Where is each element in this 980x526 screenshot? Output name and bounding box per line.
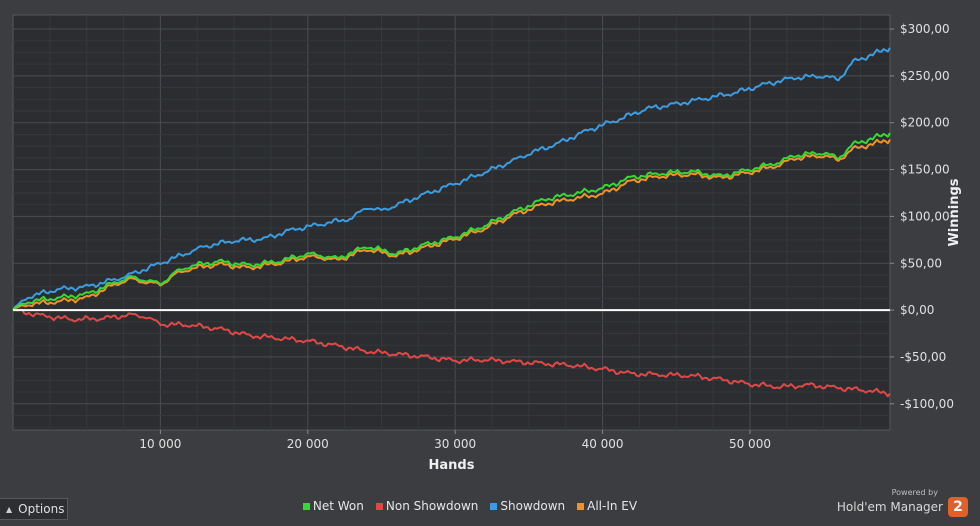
x-tick-label: 10 000 bbox=[139, 437, 181, 451]
hm2-logo-icon: 2 bbox=[948, 497, 968, 517]
y-tick-label: $250,00 bbox=[900, 69, 950, 83]
caret-up-icon: ▲ bbox=[6, 504, 13, 514]
y-tick-label: $100,00 bbox=[900, 209, 950, 223]
legend-item-all-in-ev[interactable]: All-In EV bbox=[577, 499, 637, 513]
powered-by-text: Powered by bbox=[891, 488, 938, 497]
x-axis-label: Hands bbox=[429, 458, 475, 473]
series-line-showdown bbox=[12, 47, 891, 311]
legend-swatch bbox=[302, 502, 310, 510]
legend-item-showdown[interactable]: Showdown bbox=[490, 499, 565, 513]
x-tick-label: 30 000 bbox=[434, 437, 476, 451]
legend-label: Non Showdown bbox=[385, 499, 479, 513]
legend-swatch bbox=[577, 502, 585, 510]
brand-name: Hold'em Manager bbox=[836, 500, 943, 514]
y-axis-label: Winnings bbox=[947, 178, 962, 246]
y-tick-label: -$100,00 bbox=[900, 397, 954, 411]
series-line-non-showdown bbox=[12, 308, 891, 398]
options-button[interactable]: ▲ Options bbox=[0, 498, 68, 520]
y-tick-label: $200,00 bbox=[900, 116, 950, 130]
legend-swatch bbox=[375, 502, 383, 510]
legend-item-net-won[interactable]: Net Won bbox=[302, 499, 364, 513]
brand-block: Powered by Hold'em Manager 2 bbox=[837, 488, 968, 517]
y-tick-label: $0,00 bbox=[900, 303, 934, 317]
options-label: Options bbox=[18, 502, 65, 516]
legend-label: Net Won bbox=[312, 499, 364, 513]
y-tick-label: $150,00 bbox=[900, 163, 950, 177]
legend-label: All-In EV bbox=[587, 499, 638, 513]
legend-label: Showdown bbox=[500, 499, 566, 513]
legend-swatch bbox=[490, 502, 498, 510]
y-tick-label: $300,00 bbox=[900, 22, 950, 36]
x-tick-label: 40 000 bbox=[582, 437, 624, 451]
x-tick-label: 20 000 bbox=[287, 437, 329, 451]
chart-legend: Net Won Non Showdown Showdown All-In EV bbox=[0, 499, 940, 513]
plot-area bbox=[12, 14, 891, 431]
x-tick-label: 50 000 bbox=[729, 437, 771, 451]
y-tick-label: -$50,00 bbox=[900, 350, 946, 364]
series-line-net-won bbox=[12, 132, 891, 311]
y-tick-label: $50,00 bbox=[900, 256, 942, 270]
legend-item-non-showdown[interactable]: Non Showdown bbox=[375, 499, 479, 513]
